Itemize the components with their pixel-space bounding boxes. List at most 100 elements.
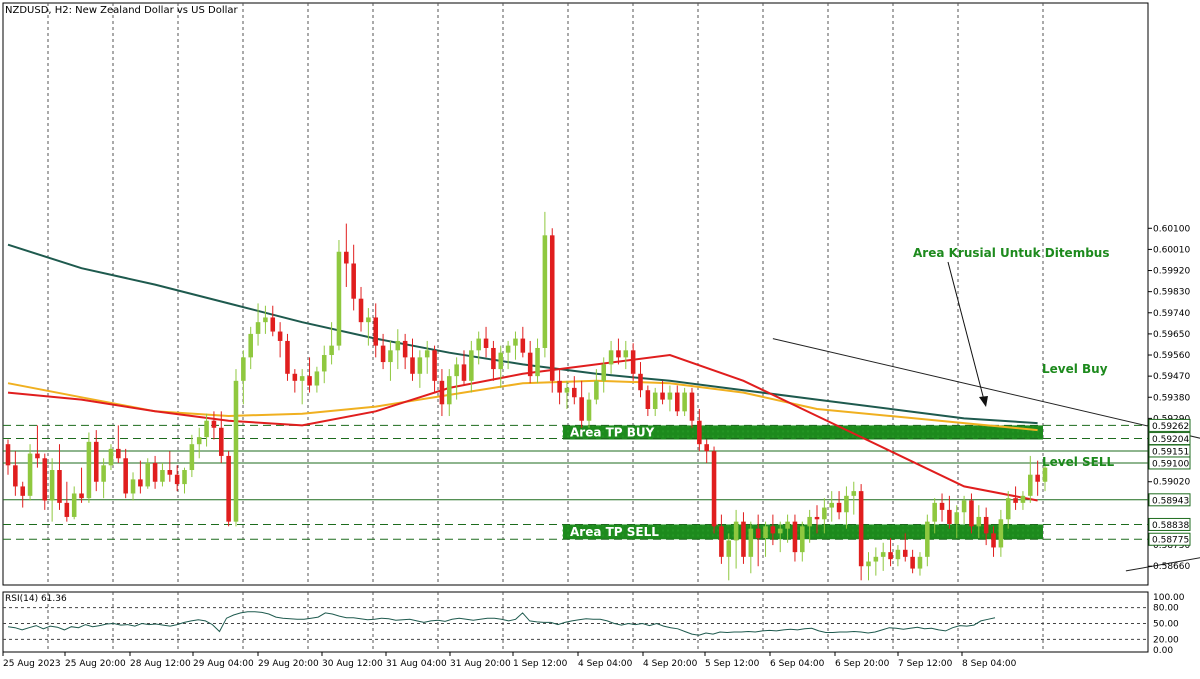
candle-body bbox=[27, 453, 33, 496]
candle-body bbox=[1005, 498, 1011, 520]
candle-body bbox=[858, 491, 864, 567]
candle-body bbox=[424, 350, 430, 358]
price-tag-label: 0.59204 bbox=[1152, 435, 1189, 445]
candle-body bbox=[976, 516, 982, 527]
candle-body bbox=[755, 528, 761, 539]
candle-body bbox=[344, 251, 349, 264]
candle-body bbox=[476, 338, 481, 351]
candle-body bbox=[263, 317, 268, 323]
price-tag-label: 0.59151 bbox=[1152, 447, 1189, 457]
candle-body bbox=[130, 479, 136, 494]
candle-body bbox=[255, 322, 261, 334]
x-axis-tick-label: 8 Sep 04:00 bbox=[962, 659, 1017, 669]
candle-body bbox=[307, 376, 312, 386]
candle-body bbox=[785, 521, 790, 529]
candle-body bbox=[866, 561, 871, 567]
y-axis-tick-label: 0.58750 bbox=[1153, 541, 1190, 551]
candle-body bbox=[454, 364, 459, 377]
candle-body bbox=[417, 357, 423, 374]
rsi-title: RSI(14) 61.36 bbox=[5, 594, 67, 604]
candle-body bbox=[226, 455, 231, 522]
candle-body bbox=[873, 556, 879, 562]
candle-body bbox=[682, 392, 687, 412]
candle-body bbox=[93, 441, 99, 482]
price-tag-label: 0.59262 bbox=[1152, 422, 1189, 432]
candle-body bbox=[726, 540, 732, 557]
x-axis-tick-label: 29 Aug 20:00 bbox=[258, 659, 319, 669]
candle-body bbox=[498, 352, 504, 370]
candle-body bbox=[1028, 474, 1033, 496]
zone-label: Area TP BUY bbox=[570, 425, 655, 439]
candle-body bbox=[910, 556, 915, 569]
x-axis-tick-label: 31 Aug 20:00 bbox=[450, 659, 511, 669]
candle-body bbox=[366, 317, 371, 323]
candle-body bbox=[630, 350, 636, 374]
trendline bbox=[1125, 557, 1200, 572]
x-axis-tick-label: 25 Aug 20:00 bbox=[65, 659, 126, 669]
candle-body bbox=[329, 345, 334, 356]
candle-body bbox=[674, 392, 680, 412]
candle-body bbox=[196, 437, 202, 445]
candle-body bbox=[939, 502, 945, 510]
candle-body bbox=[807, 516, 812, 527]
candle-body bbox=[395, 340, 401, 351]
candle-body bbox=[969, 500, 974, 527]
candle-body bbox=[800, 526, 805, 553]
rsi-axis-tick-label: 80.00 bbox=[1153, 604, 1179, 614]
candle-body bbox=[932, 502, 937, 522]
candle-body bbox=[101, 465, 106, 482]
candle-body bbox=[895, 549, 901, 560]
price-panel-frame bbox=[2, 2, 1149, 586]
rsi-axis-tick-label: 100.00 bbox=[1153, 593, 1185, 603]
price-tag bbox=[1148, 493, 1191, 507]
y-axis-tick-label: 0.59470 bbox=[1153, 372, 1190, 382]
candle-body bbox=[822, 507, 827, 520]
trendline bbox=[772, 338, 1200, 439]
annotation-text: Level Buy bbox=[1042, 362, 1108, 376]
candle-body bbox=[836, 502, 842, 513]
candle-body bbox=[189, 444, 195, 471]
candle-body bbox=[652, 392, 658, 409]
annotation-arrowhead bbox=[979, 396, 988, 407]
candle-body bbox=[351, 263, 356, 299]
price-tag-label: 0.58943 bbox=[1152, 496, 1189, 506]
candle-body bbox=[1013, 498, 1018, 503]
price-tag bbox=[1148, 517, 1191, 531]
candle-body bbox=[733, 521, 739, 541]
x-axis-tick-label: 4 Sep 20:00 bbox=[643, 659, 698, 669]
x-axis-tick-label: 6 Sep 04:00 bbox=[770, 659, 825, 669]
x-axis-tick-label: 30 Aug 12:00 bbox=[322, 659, 383, 669]
candle-body bbox=[549, 235, 555, 381]
rsi-axis-tick-label: 20.00 bbox=[1153, 635, 1179, 645]
candle-body bbox=[160, 470, 165, 482]
candle-body bbox=[770, 526, 776, 534]
x-axis-tick-label: 29 Aug 04:00 bbox=[193, 659, 254, 669]
candle-body bbox=[763, 526, 768, 539]
y-axis-tick-label: 0.59740 bbox=[1153, 309, 1190, 319]
candle-body bbox=[527, 352, 533, 377]
candle-body bbox=[469, 350, 474, 381]
candle-body bbox=[888, 552, 893, 560]
x-axis-tick-label: 28 Aug 12:00 bbox=[130, 659, 191, 669]
price-tag bbox=[1148, 418, 1191, 432]
candle-body bbox=[79, 493, 84, 499]
candle-body bbox=[829, 502, 834, 508]
candle-body bbox=[520, 338, 526, 353]
candle-body bbox=[697, 420, 702, 445]
candle-body bbox=[64, 502, 70, 517]
candle-body bbox=[1042, 467, 1048, 482]
x-axis-tick-label: 31 Aug 04:00 bbox=[386, 659, 447, 669]
x-axis-tick-label: 6 Sep 20:00 bbox=[835, 659, 890, 669]
candle-body bbox=[535, 347, 540, 377]
candle-body bbox=[719, 526, 724, 557]
rsi-panel-frame bbox=[2, 591, 1149, 653]
zone-label: Area TP SELL bbox=[570, 525, 659, 539]
candle-body bbox=[42, 458, 48, 501]
candle-body bbox=[792, 521, 798, 553]
candle-body bbox=[123, 458, 128, 494]
annotation-arrow bbox=[947, 261, 985, 401]
moving-average-line bbox=[7, 243, 1038, 425]
x-axis-tick-label: 25 Aug 2023 bbox=[3, 659, 61, 669]
